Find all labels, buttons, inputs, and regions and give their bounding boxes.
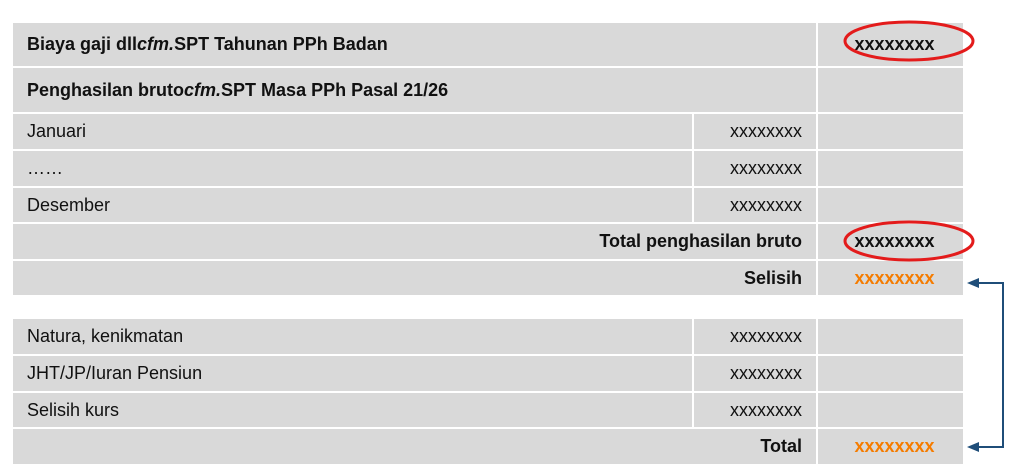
row-biaya-gaji-label: Biaya gaji dll cfm. SPT Tahunan PPh Bada… xyxy=(12,22,817,67)
highlight-circle-total-bruto xyxy=(843,220,975,262)
row-penghasilan-bruto-label: Penghasilan bruto cfm. SPT Masa PPh Pasa… xyxy=(12,67,817,113)
empty-cell xyxy=(817,392,964,428)
selisih-label: Selisih xyxy=(12,260,817,296)
total-value: xxxxxxxx xyxy=(817,428,964,465)
item-value: xxxxxxxx xyxy=(693,318,817,355)
month-value: xxxxxxxx xyxy=(693,113,817,150)
month-label: Desember xyxy=(12,187,693,223)
text: SPT Tahunan PPh Badan xyxy=(174,34,388,54)
arrowhead-selisih-icon xyxy=(967,278,979,288)
total-bruto-label: Total penghasilan bruto xyxy=(12,223,817,260)
month-value: xxxxxxxx xyxy=(693,187,817,223)
empty-cell xyxy=(817,318,964,355)
total-label: Total xyxy=(12,428,817,465)
empty-cell xyxy=(817,67,964,113)
month-value: xxxxxxxx xyxy=(693,150,817,187)
empty-cell xyxy=(817,150,964,187)
text: Penghasilan bruto xyxy=(27,79,185,100)
item-value: xxxxxxxx xyxy=(693,355,817,392)
total-bruto-value: xxxxxxxx xyxy=(817,223,964,260)
text: SPT Masa PPh Pasal 21/26 xyxy=(221,79,449,100)
text-italic: cfm. xyxy=(137,34,175,54)
text: Biaya gaji dll xyxy=(27,34,138,54)
empty-cell xyxy=(817,113,964,150)
selisih-value: xxxxxxxx xyxy=(817,260,964,296)
connector-arrow xyxy=(975,282,1004,448)
item-value: xxxxxxxx xyxy=(693,392,817,428)
empty-cell xyxy=(817,187,964,223)
empty-cell xyxy=(817,355,964,392)
item-label: Selisih kurs xyxy=(12,392,693,428)
item-label: JHT/JP/Iuran Pensiun xyxy=(12,355,693,392)
text-italic: cfm. xyxy=(184,79,222,100)
item-label: Natura, kenikmatan xyxy=(12,318,693,355)
arrowhead-total-icon xyxy=(967,442,979,452)
highlight-circle-biaya xyxy=(843,20,975,62)
month-label: …… xyxy=(12,150,693,187)
month-label: Januari xyxy=(12,113,693,150)
